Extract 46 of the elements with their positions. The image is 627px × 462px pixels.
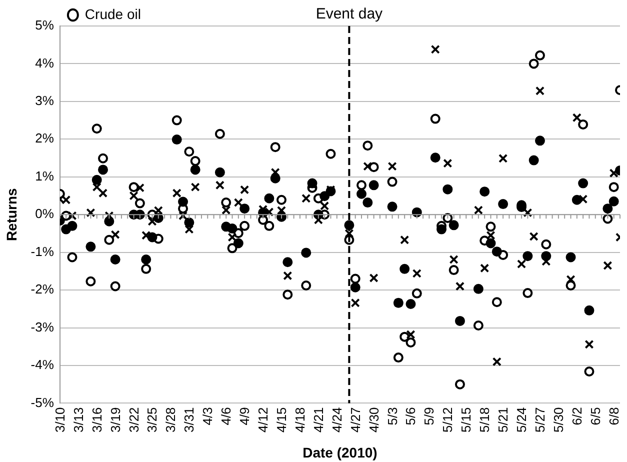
y-tick-label: 0% bbox=[35, 206, 54, 222]
y-tick-label: 4% bbox=[35, 55, 54, 70]
ref-line-label: Event day bbox=[316, 6, 384, 23]
x-tick-label: 4/18 bbox=[292, 407, 308, 433]
x-tick-label: 3/10 bbox=[52, 407, 68, 433]
x-tick-label: 3/25 bbox=[144, 407, 160, 433]
x-tick-label: 3/28 bbox=[163, 407, 178, 433]
x-tick-label: 6/8 bbox=[606, 407, 622, 426]
y-tick-label: 3% bbox=[35, 93, 54, 108]
x-tick-label: 6/5 bbox=[588, 407, 603, 426]
y-tick-label: -4% bbox=[30, 357, 54, 372]
y-tick-label: 2% bbox=[35, 130, 54, 146]
x-tick-label: 3/16 bbox=[89, 407, 104, 433]
x-tick-label: 4/30 bbox=[366, 407, 382, 433]
y-tick-label: -2% bbox=[30, 282, 54, 297]
y-tick-label: 5% bbox=[35, 18, 54, 33]
x-tick-label: 5/30 bbox=[550, 407, 566, 433]
x-tick-label: 5/18 bbox=[477, 407, 492, 433]
x-tick-label: 5/12 bbox=[440, 407, 456, 433]
x-tick-label: 4/27 bbox=[348, 407, 363, 433]
x-tick-label: 4/24 bbox=[329, 407, 344, 433]
x-tick-label: 3/13 bbox=[70, 407, 86, 433]
y-tick-label: -5% bbox=[30, 394, 54, 410]
x-tick-label: 5/21 bbox=[496, 407, 511, 433]
x-tick-label: 5/3 bbox=[384, 407, 400, 426]
x-tick-label: 4/3 bbox=[200, 407, 216, 426]
x-tick-label: 5/24 bbox=[514, 407, 530, 433]
x-tick-label: 5/6 bbox=[403, 407, 418, 426]
x-tick-label: 4/9 bbox=[237, 407, 252, 426]
x-tick-label: 5/15 bbox=[458, 407, 474, 433]
x-tick-label: 4/6 bbox=[218, 407, 234, 426]
y-tick-label: -3% bbox=[30, 319, 54, 334]
x-tick-label: 4/15 bbox=[274, 407, 289, 433]
y-tick-label: 1% bbox=[35, 168, 54, 184]
x-tick-label: 4/12 bbox=[256, 407, 271, 433]
x-tick-label: 3/19 bbox=[108, 407, 123, 433]
y-axis-title: Returns bbox=[3, 188, 20, 242]
x-tick-label: 3/31 bbox=[182, 407, 197, 433]
x-tick-label: 4/21 bbox=[310, 407, 326, 433]
x-tick-label: 5/27 bbox=[532, 407, 548, 433]
y-tick-label: -1% bbox=[30, 244, 54, 259]
legend-label: Crude oil bbox=[84, 6, 141, 22]
x-tick-label: 3/22 bbox=[126, 407, 142, 433]
x-tick-label: 6/2 bbox=[569, 407, 584, 426]
x-axis-title: Date (2010) bbox=[302, 444, 378, 460]
x-tick-label: 5/9 bbox=[422, 407, 437, 426]
